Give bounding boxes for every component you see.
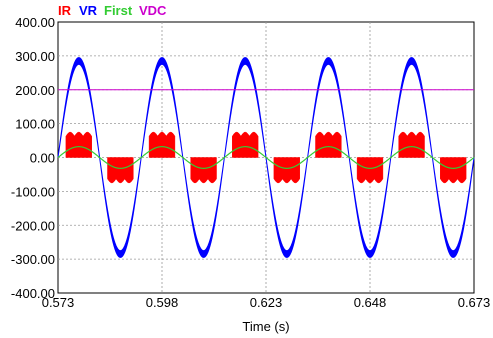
- ir-pulse: [232, 131, 259, 158]
- ir-pulse: [440, 157, 467, 184]
- ir-pulse: [398, 131, 425, 158]
- legend-first: First: [104, 3, 133, 18]
- legend: IR VR First VDC: [58, 3, 167, 18]
- ir-pulse: [190, 157, 217, 184]
- y-tick-label: -200.00: [11, 218, 55, 233]
- legend-vdc: VDC: [139, 3, 167, 18]
- y-tick-label: -100.00: [11, 184, 55, 199]
- ir-pulse: [65, 131, 92, 158]
- x-tick-label: 0.673: [458, 295, 491, 310]
- x-axis-ticks: 0.573 0.598 0.623 0.648 0.673: [42, 295, 491, 310]
- y-tick-label: 400.00: [15, 15, 55, 30]
- y-tick-label: 100.00: [15, 117, 55, 132]
- ir-pulse: [107, 157, 134, 184]
- ir-pulse: [148, 131, 176, 158]
- y-tick-label: 200.00: [15, 83, 55, 98]
- y-axis-ticks: 400.00 300.00 200.00 100.00 0.00 -100.00 -200.…: [11, 15, 55, 301]
- ir-pulse: [315, 131, 342, 158]
- first-line: [57, 146, 475, 169]
- x-tick-label: 0.598: [146, 295, 179, 310]
- series-layer: [57, 57, 475, 258]
- ir-pulse: [356, 157, 384, 184]
- x-axis-title: Time (s): [242, 319, 289, 334]
- y-tick-label: -400.00: [11, 286, 55, 301]
- x-tick-label: 0.623: [250, 295, 283, 310]
- x-tick-label: 0.648: [354, 295, 387, 310]
- ir-pulse: [273, 157, 300, 184]
- legend-ir: IR: [58, 3, 72, 18]
- y-tick-label: -300.00: [11, 252, 55, 267]
- y-tick-label: 0.00: [30, 151, 55, 166]
- y-tick-label: 300.00: [15, 49, 55, 64]
- legend-vr: VR: [79, 3, 98, 18]
- x-tick-label: 0.573: [42, 295, 75, 310]
